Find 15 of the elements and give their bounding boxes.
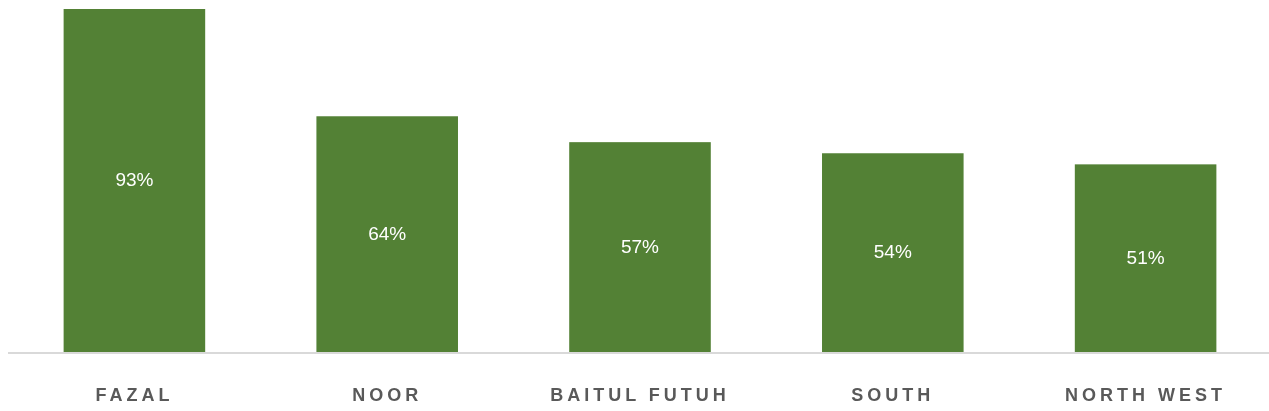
- data-label: 54%: [873, 241, 912, 263]
- x-tick-label: FAZAL: [95, 385, 174, 405]
- x-tick-label: NOOR: [352, 385, 423, 405]
- bar: [63, 9, 206, 353]
- x-tick-label: NORTH WEST: [1065, 385, 1227, 405]
- x-tick-label: SOUTH: [851, 385, 935, 405]
- data-label: 64%: [368, 222, 407, 244]
- data-label: 57%: [620, 235, 660, 257]
- data-label: 51%: [1126, 246, 1165, 268]
- bar: [569, 142, 711, 353]
- bar: [316, 116, 458, 353]
- bar: [1074, 164, 1217, 353]
- x-tick-label: BAITUL FUTUH: [550, 385, 730, 405]
- data-label: 93%: [115, 169, 154, 191]
- bar: [822, 153, 964, 353]
